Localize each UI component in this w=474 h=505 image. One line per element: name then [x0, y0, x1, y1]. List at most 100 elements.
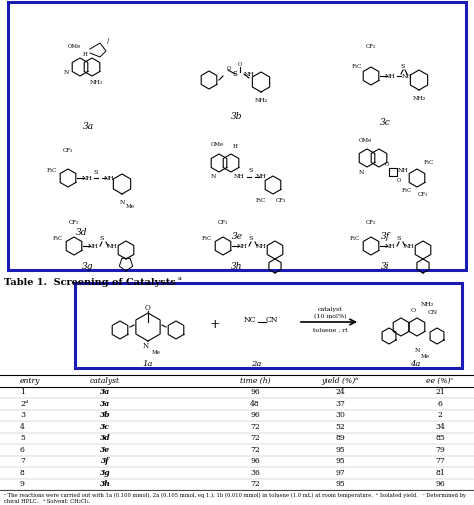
Text: 3e: 3e: [100, 446, 110, 454]
Text: NH: NH: [237, 243, 247, 248]
Text: O: O: [410, 308, 416, 313]
Text: 3d: 3d: [100, 434, 110, 442]
Text: N: N: [358, 170, 364, 175]
Text: NH: NH: [88, 243, 99, 248]
Text: 6: 6: [438, 400, 442, 408]
Text: NH: NH: [398, 168, 409, 173]
Text: 36: 36: [250, 469, 260, 477]
Text: F₃C: F₃C: [424, 160, 434, 165]
Text: OMe: OMe: [210, 142, 224, 147]
Text: N: N: [119, 199, 125, 205]
Text: 79: 79: [435, 446, 445, 454]
Text: 3a: 3a: [100, 400, 110, 408]
Text: 96: 96: [435, 480, 445, 488]
Text: F₃C: F₃C: [53, 235, 63, 240]
Text: 48: 48: [250, 400, 260, 408]
Text: NH: NH: [404, 243, 414, 248]
Text: CF₃: CF₃: [276, 198, 286, 204]
Text: ᵃ The reactions were carried out with 1a (0.100 mmol), 2a (0.105 mmol, eq 1.); 1: ᵃ The reactions were carried out with 1a…: [4, 493, 466, 504]
Text: 81: 81: [435, 469, 445, 477]
Text: Me: Me: [420, 354, 429, 359]
Text: 5: 5: [20, 434, 25, 442]
Text: 1a: 1a: [143, 360, 153, 368]
Bar: [75, 283, 462, 368]
Text: S: S: [401, 65, 405, 70]
Text: 21: 21: [435, 388, 445, 396]
Text: F₃C: F₃C: [352, 64, 362, 69]
Text: S: S: [249, 236, 253, 241]
Text: CF₃: CF₃: [366, 220, 376, 225]
Text: 96: 96: [250, 388, 260, 396]
Bar: [8, 2, 466, 270]
Text: 3c: 3c: [380, 118, 391, 127]
Text: NH₂: NH₂: [255, 97, 268, 103]
Text: NH: NH: [107, 243, 118, 248]
Text: 2: 2: [438, 411, 442, 419]
Text: NH: NH: [384, 243, 395, 248]
Text: Table 1.  Screening of Catalysts: Table 1. Screening of Catalysts: [4, 278, 176, 287]
Text: 77: 77: [435, 457, 445, 465]
Text: S: S: [397, 236, 401, 241]
Text: NH: NH: [104, 176, 114, 180]
Text: O: O: [145, 304, 151, 312]
Text: NH: NH: [384, 74, 395, 78]
Text: 24: 24: [335, 388, 345, 396]
Text: (10 mol%): (10 mol%): [314, 315, 346, 320]
Text: 3: 3: [20, 411, 25, 419]
Text: O: O: [227, 66, 231, 71]
Text: 95: 95: [335, 457, 345, 465]
Text: 95: 95: [335, 480, 345, 488]
Text: F₃C: F₃C: [47, 168, 57, 173]
Text: N: N: [210, 175, 216, 179]
Text: 3g: 3g: [100, 469, 110, 477]
Text: NH: NH: [401, 74, 412, 78]
Text: F₃C: F₃C: [202, 235, 212, 240]
Text: catalyst: catalyst: [90, 377, 120, 385]
Text: 4a: 4a: [410, 360, 420, 368]
Text: NH: NH: [255, 243, 266, 248]
Text: yield (%)ᵇ: yield (%)ᵇ: [321, 377, 359, 385]
Text: NH₂: NH₂: [412, 95, 426, 100]
Text: CF₃: CF₃: [366, 43, 376, 48]
Text: 96: 96: [250, 411, 260, 419]
Text: 9: 9: [20, 480, 25, 488]
Text: Me: Me: [152, 349, 161, 355]
Text: S: S: [100, 236, 104, 241]
Text: NH₂: NH₂: [420, 301, 434, 307]
Text: 7: 7: [20, 457, 25, 465]
Text: CN: CN: [428, 310, 438, 315]
Text: S: S: [94, 170, 98, 175]
Text: F₃C: F₃C: [256, 198, 266, 204]
Text: toluene , rt: toluene , rt: [313, 328, 347, 332]
Text: 95: 95: [335, 446, 345, 454]
Text: 3b: 3b: [100, 411, 110, 419]
Text: CF₃: CF₃: [418, 191, 428, 196]
Text: H: H: [233, 144, 237, 149]
Text: OMe: OMe: [67, 44, 81, 49]
Text: 3c: 3c: [100, 423, 110, 431]
Text: a: a: [178, 276, 182, 281]
Text: Me: Me: [126, 204, 135, 209]
Text: 30: 30: [335, 411, 345, 419]
Text: 72: 72: [250, 434, 260, 442]
Text: CF₃: CF₃: [69, 220, 79, 225]
Text: +: +: [210, 318, 220, 330]
Text: NC: NC: [244, 316, 256, 324]
Text: S: S: [233, 70, 237, 78]
Text: S: S: [249, 169, 253, 174]
Text: 85: 85: [435, 434, 445, 442]
Text: /: /: [107, 37, 109, 45]
Text: O: O: [238, 62, 242, 67]
Text: F₃C: F₃C: [402, 187, 412, 192]
Text: 3a: 3a: [82, 122, 93, 131]
Text: 3d: 3d: [76, 228, 88, 237]
Text: N: N: [64, 71, 69, 76]
Text: 3f: 3f: [381, 232, 390, 241]
Text: N: N: [143, 342, 149, 350]
Text: 96: 96: [250, 457, 260, 465]
Text: 4: 4: [20, 423, 25, 431]
Text: NH: NH: [244, 72, 255, 76]
Text: 3h: 3h: [231, 262, 243, 271]
Text: 3b: 3b: [231, 112, 243, 121]
Text: 72: 72: [250, 423, 260, 431]
